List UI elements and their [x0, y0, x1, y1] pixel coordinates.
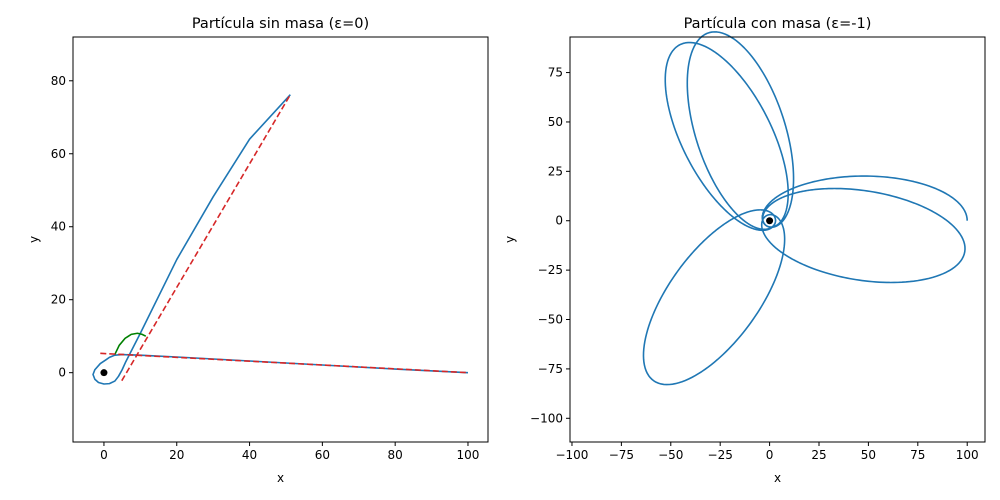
center-mass-point — [100, 369, 108, 377]
center-mass-point — [766, 217, 774, 225]
y-tick-label: 20 — [51, 293, 66, 307]
x-axis-label: x — [774, 471, 781, 485]
chart-title: Partícula sin masa (ε=0) — [192, 16, 369, 32]
y-tick-label: 25 — [548, 164, 563, 178]
y-tick-label: 60 — [51, 147, 66, 161]
y-tick-label: −25 — [538, 263, 563, 277]
y-tick-label: 0 — [555, 214, 563, 228]
y-tick-label: −50 — [538, 313, 563, 327]
x-tick-label: 50 — [861, 448, 876, 462]
incoming-asymptote — [100, 352, 469, 374]
y-axis-label: y — [503, 236, 517, 243]
x-tick-label: 0 — [766, 448, 774, 462]
x-tick-label: −25 — [708, 448, 733, 462]
y-tick-label: 80 — [51, 74, 66, 88]
trajectory-line — [92, 94, 469, 385]
x-tick-label: 75 — [910, 448, 925, 462]
y-tick-label: 0 — [58, 366, 66, 380]
outgoing-asymptote — [121, 94, 292, 382]
y-tick-label: −100 — [530, 411, 563, 425]
axes-frame — [569, 36, 986, 443]
x-tick-label: 20 — [169, 448, 184, 462]
x-tick-label: 0 — [100, 448, 108, 462]
y-tick-label: 50 — [548, 115, 563, 129]
chart-massless-particle: Partícula sin masa (ε=0) 0 20 40 60 80 100 0 20… — [27, 16, 489, 485]
deflection-angle-arc — [114, 332, 147, 355]
trajectory-line — [642, 31, 969, 386]
chart-title: Partícula con masa (ε=-1) — [684, 16, 872, 32]
x-tick-label: 25 — [811, 448, 826, 462]
x-tick-label: 60 — [315, 448, 330, 462]
axes-frame — [72, 36, 489, 443]
y-tick-label: 75 — [548, 66, 563, 80]
x-tick-label: −75 — [609, 448, 634, 462]
x-tick-label: −50 — [658, 448, 683, 462]
x-axis-label: x — [277, 471, 284, 485]
y-tick-label: −75 — [538, 362, 563, 376]
x-tick-label: 100 — [956, 448, 979, 462]
chart-massive-particle: Partícula con masa (ε=-1) −100 −75 −50 −25 0… — [503, 16, 986, 485]
y-axis-label: y — [27, 236, 41, 243]
x-tick-label: 40 — [242, 448, 257, 462]
x-tick-label: 100 — [457, 448, 480, 462]
y-tick-label: 40 — [51, 220, 66, 234]
x-tick-label: 80 — [388, 448, 403, 462]
x-tick-label: −100 — [555, 448, 588, 462]
